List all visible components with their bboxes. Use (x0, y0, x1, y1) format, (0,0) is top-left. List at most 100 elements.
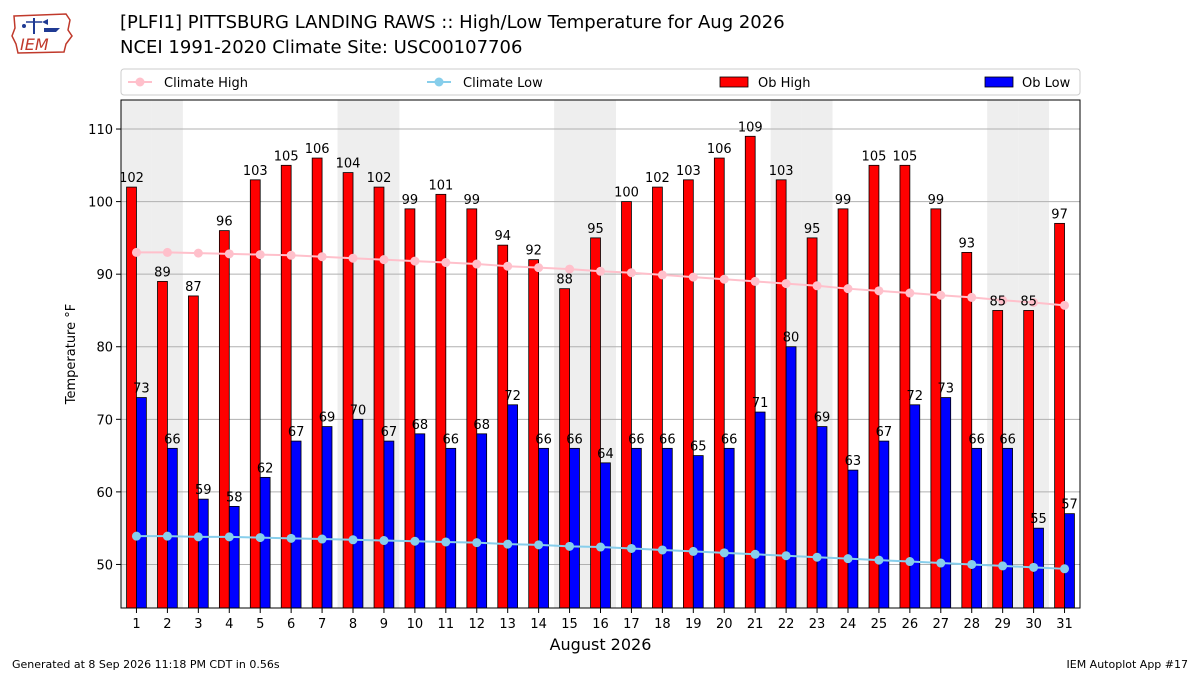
ob-low-label: 80 (783, 331, 800, 346)
legend-ob-low-label: Ob Low (1022, 76, 1071, 91)
climate-low-point (348, 535, 358, 545)
ob-high-label: 104 (336, 157, 361, 172)
y-axis-label: Temperature °F (64, 304, 79, 405)
x-tick-label: 2 (163, 617, 171, 632)
x-tick-label: 1 (132, 617, 140, 632)
generated-note: Generated at 8 Sep 2026 11:18 PM CDT in … (12, 658, 280, 671)
ob-high-label: 106 (305, 142, 330, 157)
climate-high-point (998, 295, 1008, 305)
ob-low-bar (167, 447, 178, 609)
ob-high-bar (713, 157, 725, 609)
legend-climate-low-marker (434, 77, 444, 87)
x-tick-label: 24 (840, 617, 857, 632)
climate-high-point (905, 288, 915, 298)
legend-ob-high-label: Ob High (758, 76, 811, 91)
climate-high-point (224, 249, 234, 259)
ob-low-bar (259, 476, 271, 609)
x-tick-label: 16 (592, 617, 609, 632)
climate-high-point (534, 263, 544, 273)
ob-high-bar (497, 244, 509, 609)
climate-high-point (193, 248, 203, 258)
x-tick-label: 17 (623, 617, 640, 632)
ob-low-bar (878, 440, 890, 609)
ob-low-bar (383, 440, 395, 609)
ob-low-label: 72 (504, 389, 521, 404)
ob-high-label: 93 (959, 236, 976, 251)
ob-high-label: 85 (1020, 294, 1037, 309)
ob-low-bar (321, 426, 333, 609)
x-tick-label: 25 (871, 617, 888, 632)
ob-low-bar (476, 433, 488, 609)
x-tick-label: 20 (716, 617, 733, 632)
ob-low-bar (228, 505, 240, 609)
ob-low-bar (569, 447, 580, 609)
ob-high-bar (868, 164, 880, 609)
x-tick-label: 14 (530, 617, 547, 632)
ob-low-label: 72 (907, 389, 924, 404)
ob-high-bar (559, 288, 570, 609)
ob-low-label: 63 (845, 454, 862, 469)
climate-low-point (472, 538, 482, 548)
climate-high-point (874, 286, 884, 296)
ob-high-label: 105 (274, 149, 299, 164)
y-tick-label: 50 (96, 558, 113, 573)
ob-high-bar (652, 186, 663, 609)
ob-low-label: 69 (319, 411, 336, 426)
x-tick-label: 7 (318, 617, 326, 632)
climate-high-point (843, 284, 853, 294)
climate-low-point (998, 561, 1008, 571)
climate-low-point (688, 546, 698, 556)
ob-high-label: 96 (216, 215, 233, 230)
y-tick-label: 70 (96, 413, 113, 428)
ob-low-bar (754, 411, 766, 609)
climate-low-point (781, 551, 791, 561)
ob-low-label: 73 (133, 382, 150, 397)
climate-low-point (131, 531, 141, 541)
climate-high-point (286, 250, 296, 260)
x-tick-label: 15 (561, 617, 578, 632)
ob-low-bar (352, 418, 364, 609)
x-tick-label: 21 (747, 617, 764, 632)
ob-low-bar (538, 447, 549, 609)
ob-low-label: 55 (1030, 512, 1047, 527)
x-tick-label: 9 (380, 617, 388, 632)
ob-high-label: 97 (1051, 207, 1068, 222)
climate-high-point (688, 272, 698, 282)
climate-high-point (441, 258, 451, 268)
ob-low-bar (847, 469, 859, 609)
ob-high-label: 94 (494, 229, 511, 244)
chart-title: [PLFI1] PITTSBURG LANDING RAWS :: High/L… (120, 12, 785, 33)
ob-high-label: 92 (525, 244, 542, 259)
climate-high-point (936, 290, 946, 300)
climate-low-point (750, 549, 760, 559)
ob-high-bar (837, 208, 849, 609)
ob-high-label: 102 (645, 171, 670, 186)
ob-low-label: 69 (814, 411, 831, 426)
ob-high-bar (188, 295, 199, 609)
climate-low-point (379, 536, 389, 546)
app-note: IEM Autoplot App #17 (1066, 658, 1189, 671)
climate-high-point (255, 250, 265, 260)
ob-low-label: 67 (288, 425, 305, 440)
climate-high-point (410, 256, 420, 266)
ob-high-label: 95 (804, 222, 821, 237)
climate-low-point (874, 555, 884, 565)
climate-low-point (843, 554, 853, 564)
x-tick-label: 23 (809, 617, 826, 632)
ob-high-label: 85 (989, 294, 1006, 309)
climate-high-point (317, 252, 327, 262)
y-tick-label: 60 (96, 486, 113, 501)
climate-low-point (410, 536, 420, 546)
x-tick-label: 31 (1056, 617, 1073, 632)
climate-high-point (781, 279, 791, 289)
ob-low-bar (507, 404, 518, 609)
ob-high-bar (775, 179, 787, 609)
chart-subtitle: NCEI 1991-2020 Climate Site: USC00107706 (120, 37, 523, 58)
climate-low-point (317, 534, 327, 544)
x-tick-label: 30 (1025, 617, 1042, 632)
legend-box (120, 68, 1081, 96)
ob-low-label: 73 (937, 382, 954, 397)
ob-low-label: 62 (257, 461, 274, 476)
ob-low-bar (290, 440, 302, 609)
x-tick-label: 8 (349, 617, 357, 632)
